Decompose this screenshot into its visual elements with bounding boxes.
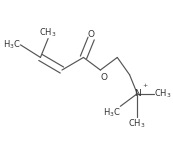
Text: +: + bbox=[143, 83, 148, 88]
Text: CH$_3$: CH$_3$ bbox=[39, 26, 57, 38]
Text: CH$_3$: CH$_3$ bbox=[154, 87, 172, 100]
Text: H$_3$C: H$_3$C bbox=[103, 106, 120, 119]
Text: H$_3$C: H$_3$C bbox=[3, 39, 20, 51]
Text: O: O bbox=[100, 73, 107, 82]
Text: N: N bbox=[134, 89, 141, 98]
Text: CH$_3$: CH$_3$ bbox=[129, 117, 146, 130]
Text: O: O bbox=[88, 30, 95, 38]
